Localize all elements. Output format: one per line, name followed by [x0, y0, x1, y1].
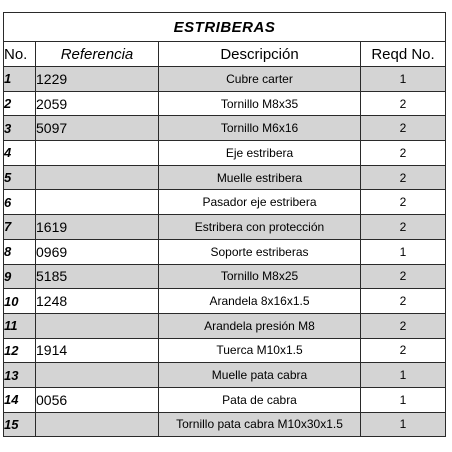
- table-title: ESTRIBERAS: [3, 12, 446, 42]
- table-row: 7 1619 Estribera con protección 2: [3, 214, 446, 240]
- parts-table: ESTRIBERAS No. Referencia Descripción Re…: [3, 12, 446, 438]
- table-row: 13 Muelle pata cabra 1: [3, 362, 446, 388]
- row-description: Pasador eje estribera: [158, 189, 361, 216]
- row-number: 12: [3, 337, 36, 364]
- row-qty: 1: [360, 386, 446, 413]
- table-row: 6 Pasador eje estribera 2: [3, 189, 446, 216]
- row-qty: 2: [360, 312, 446, 339]
- header-no: No.: [3, 41, 36, 67]
- row-qty: 2: [360, 164, 446, 191]
- row-reference: [35, 189, 159, 216]
- table-row: 11 Arandela presión M8 2: [3, 312, 446, 339]
- table-body: 1 1229 Cubre carter 1 2 2059 Tornillo M8x35 2 3 5…: [3, 66, 446, 438]
- row-description: Tornillo pata cabra M10x30x1.5: [158, 411, 361, 438]
- row-description: Tornillo M8x25: [158, 263, 361, 290]
- row-description: Tuerca M10x1.5: [158, 337, 361, 364]
- row-number: 14: [3, 386, 36, 413]
- row-qty: 2: [360, 90, 446, 117]
- row-number: 6: [3, 189, 36, 216]
- row-qty: 2: [360, 214, 446, 240]
- row-reference: 1248: [35, 288, 159, 314]
- header-description: Descripción: [158, 41, 361, 67]
- table-row: 10 1248 Arandela 8x16x1.5 2: [3, 288, 446, 314]
- table-row: 3 5097 Tornillo M6x16 2: [3, 115, 446, 142]
- row-description: Pata de cabra: [158, 386, 361, 413]
- row-qty: 2: [360, 263, 446, 290]
- row-number: 11: [3, 312, 36, 339]
- row-qty: 2: [360, 115, 446, 142]
- row-description: Tornillo M8x35: [158, 90, 361, 117]
- table-row: 12 1914 Tuerca M10x1.5 2: [3, 337, 446, 364]
- table-row: 5 Muelle estribera 2: [3, 164, 446, 191]
- title-row: ESTRIBERAS: [3, 12, 446, 42]
- row-qty: 1: [360, 66, 446, 92]
- header-reference: Referencia: [35, 41, 159, 67]
- row-number: 15: [3, 411, 36, 438]
- row-description: Soporte estriberas: [158, 238, 361, 265]
- row-reference: 5097: [35, 115, 159, 142]
- row-reference: [35, 140, 159, 166]
- row-number: 3: [3, 115, 36, 142]
- row-number: 13: [3, 362, 36, 388]
- row-qty: 2: [360, 140, 446, 166]
- row-qty: 1: [360, 411, 446, 438]
- table-row: 2 2059 Tornillo M8x35 2: [3, 90, 446, 117]
- row-qty: 2: [360, 189, 446, 216]
- row-reference: [35, 411, 159, 438]
- row-number: 1: [3, 66, 36, 92]
- row-number: 2: [3, 90, 36, 117]
- row-number: 10: [3, 288, 36, 314]
- table-row: 15 Tornillo pata cabra M10x30x1.5 1: [3, 411, 446, 438]
- table-row: 8 0969 Soporte estriberas 1: [3, 238, 446, 265]
- row-reference: 2059: [35, 90, 159, 117]
- row-description: Muelle estribera: [158, 164, 361, 191]
- row-reference: 1914: [35, 337, 159, 364]
- table-row: 9 5185 Tornillo M8x25 2: [3, 263, 446, 290]
- row-qty: 1: [360, 238, 446, 265]
- table-row: 14 0056 Pata de cabra 1: [3, 386, 446, 413]
- row-number: 5: [3, 164, 36, 191]
- row-number: 7: [3, 214, 36, 240]
- row-qty: 2: [360, 288, 446, 314]
- row-description: Arandela 8x16x1.5: [158, 288, 361, 314]
- row-reference: 5185: [35, 263, 159, 290]
- row-reference: [35, 164, 159, 191]
- row-description: Estribera con protección: [158, 214, 361, 240]
- row-description: Muelle pata cabra: [158, 362, 361, 388]
- table-row: 1 1229 Cubre carter 1: [3, 66, 446, 92]
- row-number: 4: [3, 140, 36, 166]
- header-row: No. Referencia Descripción Reqd No.: [3, 41, 446, 67]
- row-description: Arandela presión M8: [158, 312, 361, 339]
- row-reference: 0056: [35, 386, 159, 413]
- row-description: Eje estribera: [158, 140, 361, 166]
- row-reference: 1229: [35, 66, 159, 92]
- row-reference: 1619: [35, 214, 159, 240]
- row-description: Tornillo M6x16: [158, 115, 361, 142]
- header-qty: Reqd No.: [360, 41, 446, 67]
- row-qty: 2: [360, 337, 446, 364]
- row-number: 9: [3, 263, 36, 290]
- row-number: 8: [3, 238, 36, 265]
- row-description: Cubre carter: [158, 66, 361, 92]
- row-reference: 0969: [35, 238, 159, 265]
- row-reference: [35, 312, 159, 339]
- table-row: 4 Eje estribera 2: [3, 140, 446, 166]
- row-reference: [35, 362, 159, 388]
- row-qty: 1: [360, 362, 446, 388]
